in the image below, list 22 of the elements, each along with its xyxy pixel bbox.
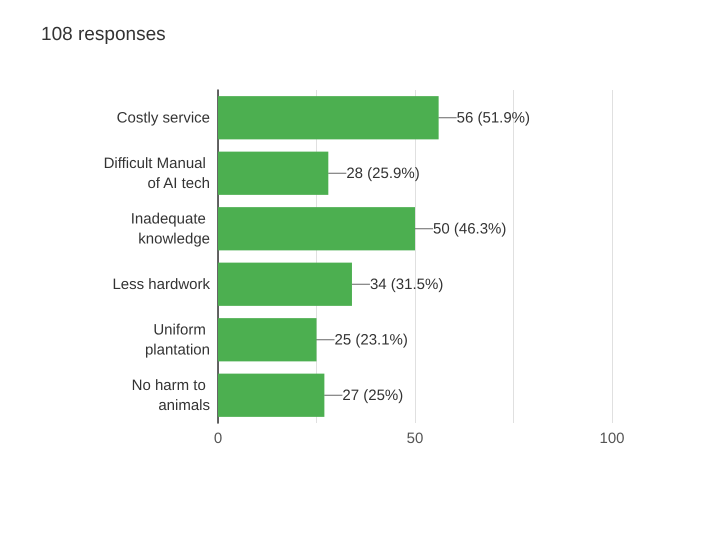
x-tick-label: 0: [214, 430, 222, 447]
chart-title: 108 responses: [41, 24, 166, 45]
data-label: 27 (25%): [342, 386, 404, 404]
y-tick-label: Costly service: [116, 109, 210, 126]
y-tick-label: Uniform plantation: [144, 321, 210, 358]
data-label: 28 (25.9%): [346, 164, 420, 182]
y-tick-label: No harm to animals: [132, 376, 210, 414]
bar: [218, 374, 324, 417]
y-tick-label: Inadequate knowledge: [130, 210, 210, 248]
bar: [218, 262, 352, 306]
data-label: 34 (31.5%): [370, 276, 444, 293]
data-label: 50 (46.3%): [433, 220, 506, 238]
y-tick-label: Difficult Manual of AI tech: [104, 154, 210, 192]
bar: [218, 96, 439, 140]
data-label: 25 (23.1%): [334, 331, 408, 348]
bar: [218, 318, 316, 362]
bar: [218, 152, 328, 195]
data-label: 56 (51.9%): [456, 109, 530, 126]
y-tick-label: Less hardwork: [112, 276, 210, 293]
x-tick-label: 50: [406, 430, 424, 447]
x-tick-label: 100: [599, 430, 625, 447]
bar: [218, 207, 415, 250]
